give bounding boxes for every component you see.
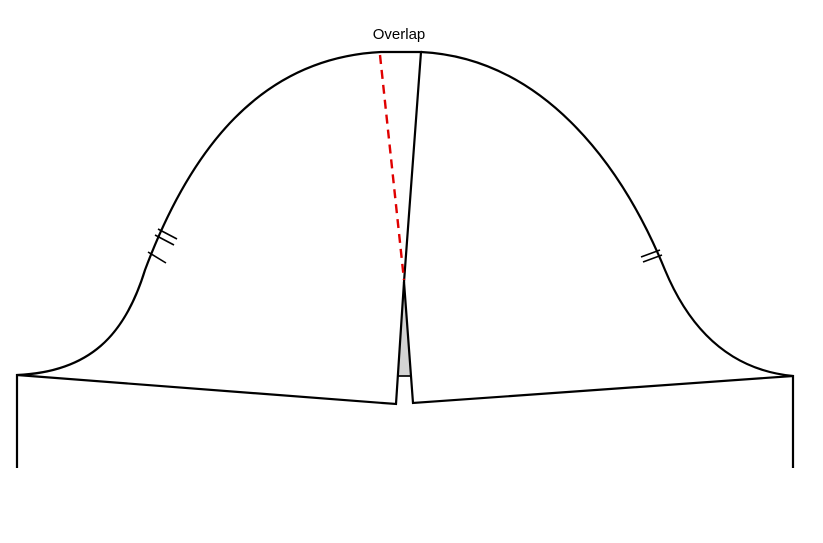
overlap-label: Overlap — [373, 26, 426, 43]
left-notch-mark-upper-2 — [154, 234, 175, 246]
right-notch-mark-2 — [642, 254, 663, 263]
right-sleeve-outline — [402, 50, 795, 468]
original-seam-dashed-line — [378, 54, 406, 281]
left-sleeve-outline — [15, 50, 423, 468]
right-notch-mark-1 — [640, 249, 661, 258]
left-notch-mark-upper — [157, 228, 178, 240]
left-notch-mark-lower — [147, 251, 167, 264]
